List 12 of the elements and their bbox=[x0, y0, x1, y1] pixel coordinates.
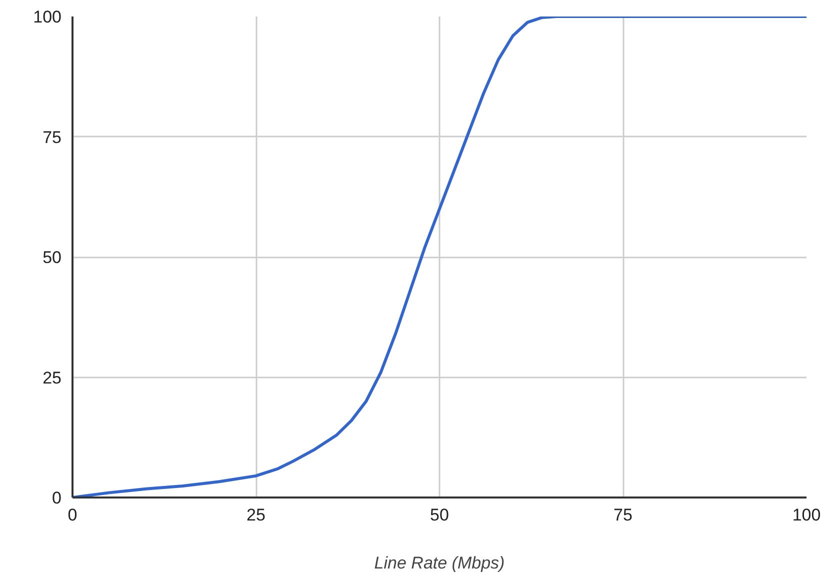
y-tick-label: 25 bbox=[42, 368, 62, 388]
y-tick-label: 50 bbox=[42, 248, 62, 267]
x-tick-label: 50 bbox=[430, 506, 449, 524]
x-tick-label: 75 bbox=[614, 506, 632, 524]
y-tick-label: 75 bbox=[42, 128, 62, 147]
x-tick-label: 100 bbox=[792, 506, 821, 524]
y-tick-label: 100 bbox=[33, 8, 62, 26]
x-tick-label: 25 bbox=[246, 506, 266, 524]
line-series bbox=[72, 16, 806, 498]
y-tick-label: 0 bbox=[52, 488, 62, 508]
x-axis-title: Line Rate (Mbps) bbox=[374, 554, 505, 572]
x-tick-label: 0 bbox=[68, 506, 78, 524]
